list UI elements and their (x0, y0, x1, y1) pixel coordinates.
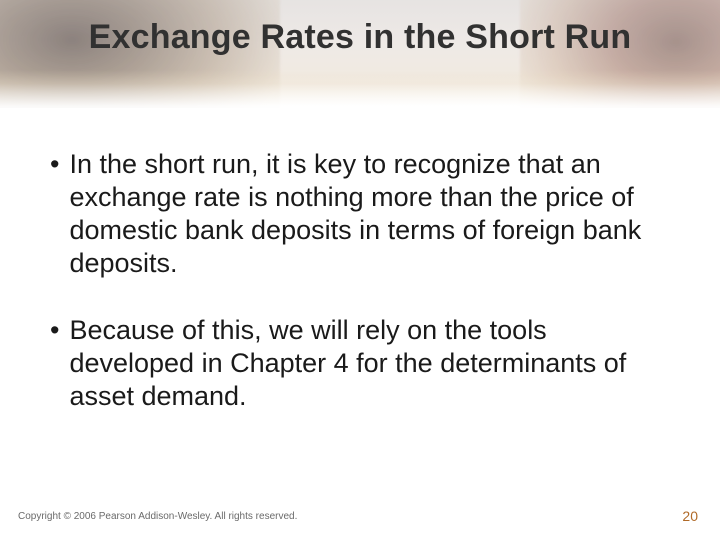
bullet-text: Because of this, we will rely on the too… (69, 314, 672, 413)
bullet-item: • In the short run, it is key to recogni… (48, 148, 672, 280)
copyright-text: Copyright © 2006 Pearson Addison-Wesley.… (18, 511, 297, 522)
slide-title: Exchange Rates in the Short Run (0, 18, 720, 57)
header-fade (0, 70, 720, 115)
page-number: 20 (682, 508, 698, 524)
bullet-dot-icon: • (50, 314, 59, 347)
bullet-item: • Because of this, we will rely on the t… (48, 314, 672, 413)
bullet-dot-icon: • (50, 148, 59, 181)
slide-body: • In the short run, it is key to recogni… (48, 148, 672, 447)
bullet-text: In the short run, it is key to recognize… (69, 148, 672, 280)
